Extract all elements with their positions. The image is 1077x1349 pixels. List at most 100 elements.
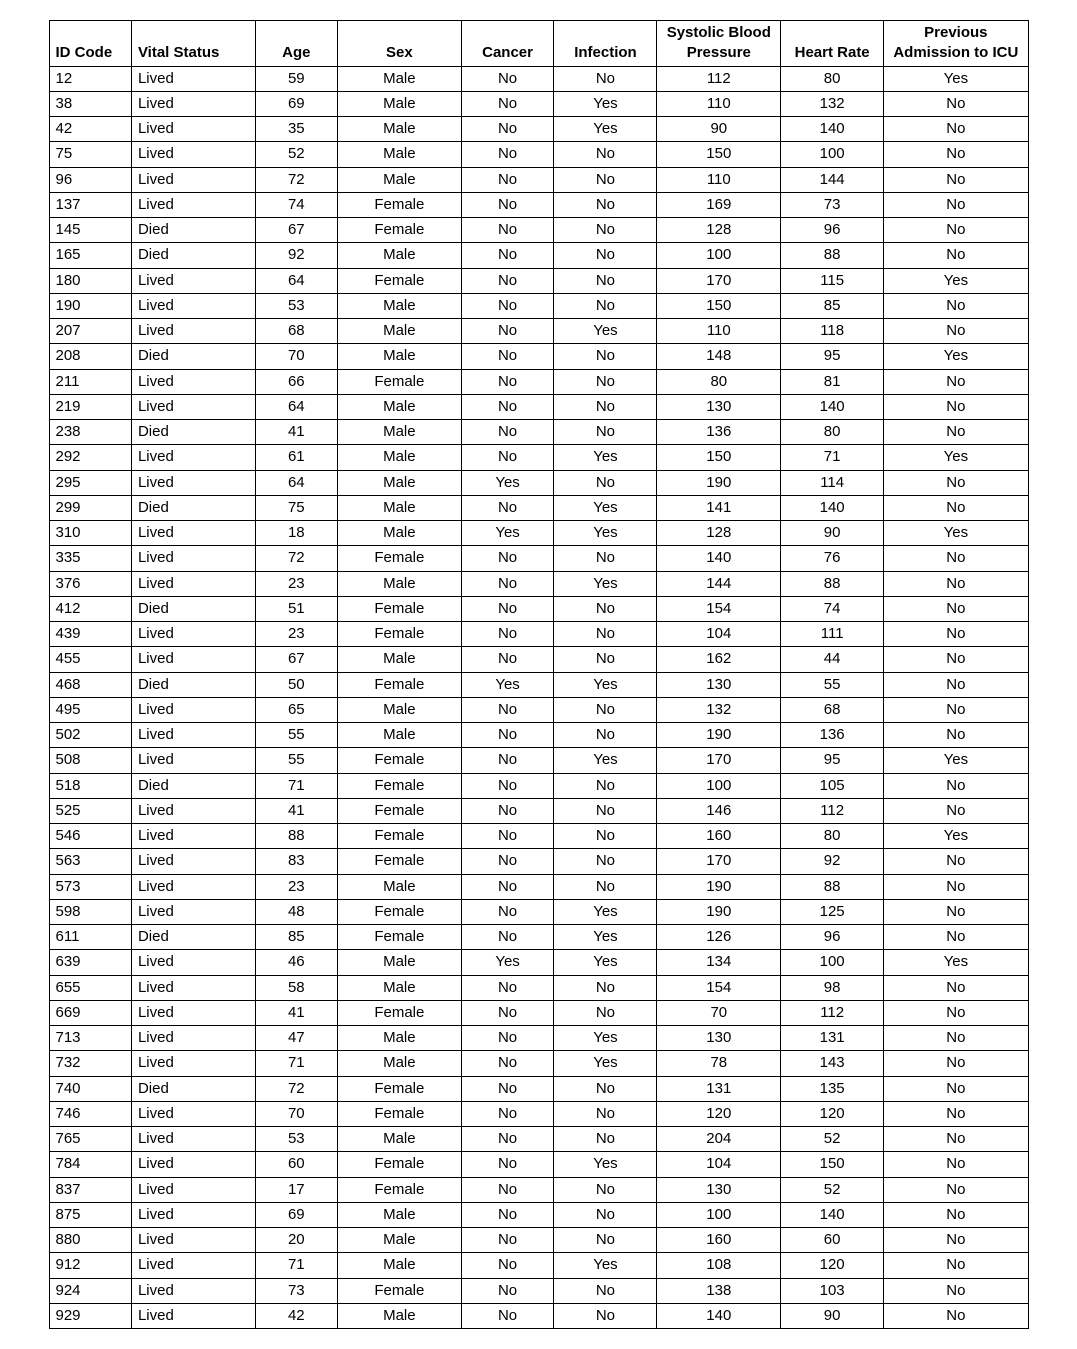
table-cell-sex: Male [338, 445, 462, 470]
table-cell-age: 41 [255, 798, 337, 823]
table-cell-icu: No [884, 975, 1028, 1000]
table-cell-cancer: No [461, 546, 554, 571]
table-cell-sex: Female [338, 1152, 462, 1177]
table-cell-id: 573 [49, 874, 131, 899]
table-row: 376Lived23MaleNoYes14488No [49, 571, 1028, 596]
table-cell-vital: Lived [131, 622, 255, 647]
table-row: 546Lived88FemaleNoNo16080Yes [49, 824, 1028, 849]
table-cell-icu: No [884, 672, 1028, 697]
table-row: 335Lived72FemaleNoNo14076No [49, 546, 1028, 571]
table-cell-infection: No [554, 218, 657, 243]
table-cell-age: 74 [255, 192, 337, 217]
table-cell-heart: 136 [781, 723, 884, 748]
table-cell-sex: Female [338, 1000, 462, 1025]
table-cell-heart: 131 [781, 1026, 884, 1051]
table-cell-sbp: 110 [657, 91, 781, 116]
table-cell-sex: Male [338, 571, 462, 596]
table-cell-vital: Lived [131, 369, 255, 394]
table-cell-sex: Female [338, 748, 462, 773]
table-cell-vital: Lived [131, 950, 255, 975]
table-row: 468Died50FemaleYesYes13055No [49, 672, 1028, 697]
table-cell-vital: Lived [131, 571, 255, 596]
table-cell-sbp: 130 [657, 672, 781, 697]
table-cell-age: 92 [255, 243, 337, 268]
table-row: 508Lived55FemaleNoYes17095Yes [49, 748, 1028, 773]
table-cell-cancer: No [461, 66, 554, 91]
table-cell-infection: No [554, 1177, 657, 1202]
column-header-icu: Previous Admission to ICU [884, 21, 1028, 67]
table-cell-age: 70 [255, 1101, 337, 1126]
table-cell-vital: Lived [131, 1101, 255, 1126]
table-cell-age: 53 [255, 293, 337, 318]
table-cell-age: 73 [255, 1278, 337, 1303]
table-cell-infection: Yes [554, 521, 657, 546]
table-cell-sbp: 190 [657, 470, 781, 495]
table-cell-infection: No [554, 1101, 657, 1126]
table-cell-id: 299 [49, 495, 131, 520]
table-cell-age: 41 [255, 1000, 337, 1025]
table-cell-cancer: Yes [461, 950, 554, 975]
table-cell-heart: 140 [781, 495, 884, 520]
table-cell-icu: No [884, 1051, 1028, 1076]
table-row: 455Lived67MaleNoNo16244No [49, 647, 1028, 672]
table-cell-heart: 120 [781, 1101, 884, 1126]
table-cell-icu: No [884, 925, 1028, 950]
table-cell-sex: Male [338, 950, 462, 975]
table-cell-icu: No [884, 1152, 1028, 1177]
table-cell-infection: Yes [554, 899, 657, 924]
table-cell-sbp: 100 [657, 1202, 781, 1227]
table-cell-vital: Lived [131, 268, 255, 293]
table-cell-sex: Female [338, 849, 462, 874]
table-cell-sbp: 90 [657, 117, 781, 142]
table-cell-sex: Male [338, 319, 462, 344]
table-cell-icu: Yes [884, 748, 1028, 773]
table-cell-icu: Yes [884, 344, 1028, 369]
table-row: 190Lived53MaleNoNo15085No [49, 293, 1028, 318]
table-cell-cancer: No [461, 1076, 554, 1101]
table-cell-vital: Lived [131, 192, 255, 217]
table-cell-icu: No [884, 1202, 1028, 1227]
table-cell-vital: Lived [131, 1127, 255, 1152]
table-cell-id: 875 [49, 1202, 131, 1227]
table-cell-cancer: No [461, 596, 554, 621]
table-cell-heart: 88 [781, 874, 884, 899]
table-cell-infection: No [554, 773, 657, 798]
table-cell-sbp: 112 [657, 66, 781, 91]
table-cell-sex: Male [338, 647, 462, 672]
table-cell-heart: 111 [781, 622, 884, 647]
table-row: 837Lived17FemaleNoNo13052No [49, 1177, 1028, 1202]
table-cell-sex: Male [338, 66, 462, 91]
table-cell-age: 35 [255, 117, 337, 142]
table-cell-cancer: No [461, 1278, 554, 1303]
table-cell-infection: Yes [554, 445, 657, 470]
table-cell-icu: No [884, 773, 1028, 798]
table-cell-cancer: No [461, 293, 554, 318]
table-row: 518Died71FemaleNoNo100105No [49, 773, 1028, 798]
table-cell-sex: Male [338, 697, 462, 722]
table-cell-cancer: No [461, 622, 554, 647]
table-cell-vital: Died [131, 420, 255, 445]
table-cell-cancer: No [461, 1202, 554, 1227]
table-cell-infection: No [554, 66, 657, 91]
table-cell-sex: Male [338, 495, 462, 520]
table-cell-infection: No [554, 394, 657, 419]
table-cell-sex: Female [338, 1076, 462, 1101]
table-cell-icu: No [884, 495, 1028, 520]
table-cell-icu: No [884, 1278, 1028, 1303]
table-cell-cancer: No [461, 748, 554, 773]
table-cell-infection: No [554, 647, 657, 672]
table-cell-infection: Yes [554, 571, 657, 596]
table-cell-heart: 52 [781, 1177, 884, 1202]
table-row: 563Lived83FemaleNoNo17092No [49, 849, 1028, 874]
table-row: 137Lived74FemaleNoNo16973No [49, 192, 1028, 217]
table-cell-infection: Yes [554, 1152, 657, 1177]
table-cell-sex: Female [338, 546, 462, 571]
table-cell-heart: 115 [781, 268, 884, 293]
table-cell-id: 669 [49, 1000, 131, 1025]
table-cell-sex: Female [338, 1278, 462, 1303]
table-cell-heart: 140 [781, 1202, 884, 1227]
table-cell-sex: Male [338, 975, 462, 1000]
table-cell-infection: No [554, 596, 657, 621]
table-cell-vital: Lived [131, 1278, 255, 1303]
table-cell-sbp: 204 [657, 1127, 781, 1152]
